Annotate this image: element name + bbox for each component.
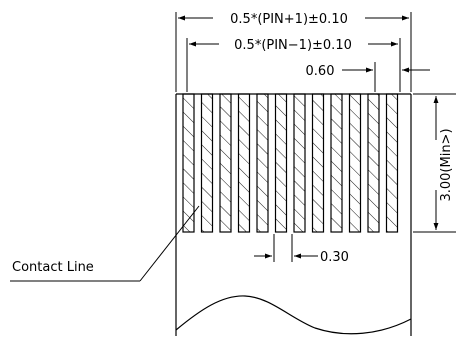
pitch-label: 0.60 [306,64,335,79]
contact-strip [348,93,362,233]
contact-width-dimension: 0.30 [254,234,349,265]
contact-strip [385,93,399,233]
contact-strip [237,93,251,233]
inner-width-label: 0.5*(PIN−1)±0.10 [234,38,352,53]
contact-strip [256,93,269,233]
contact-length-label: 3.00(Min>) [439,128,454,201]
contact-line-label: Contact Line [12,260,94,275]
contact-strips [182,93,399,233]
contact-line-callout: Contact Line [10,205,200,282]
contact-strip [182,93,195,233]
contact-strip [274,93,288,233]
contact-strip [330,93,343,233]
contact-strip [219,93,232,233]
contact-strip [311,93,325,233]
pitch-dimension: 0.60 [306,62,430,92]
inner-width-dimension: 0.5*(PIN−1)±0.10 [186,38,401,92]
contact-width-label: 0.30 [320,250,349,265]
contact-strip [293,93,306,233]
overall-width-label: 0.5*(PIN+1)±0.10 [230,12,348,27]
contact-strip [200,93,214,233]
overall-width-dimension: 0.5*(PIN+1)±0.10 [175,12,412,92]
contact-length-dimension: 3.00(Min>) [413,93,456,233]
contact-strip [367,93,380,233]
